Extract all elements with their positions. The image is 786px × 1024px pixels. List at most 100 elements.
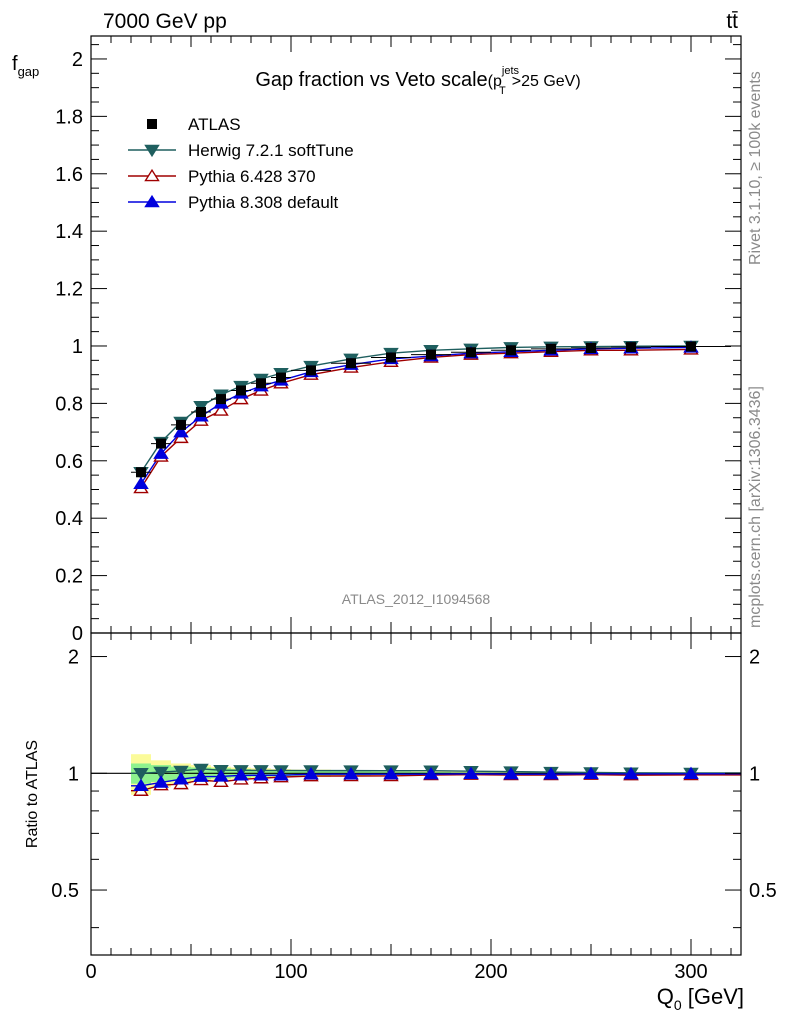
main-line-1 [140,348,692,489]
data-point [236,385,246,396]
legend-marker [144,168,160,182]
y-tick-label: 0 [72,623,83,645]
data-point [386,352,396,363]
ratio-series-2-point [583,766,599,780]
ratio-series-2-point [193,769,209,782]
ratio-tick-label: 1 [68,763,79,785]
y-axis-label: fgap [12,53,39,79]
x-tick-label: 200 [474,961,507,983]
y-tick-label: 1.8 [55,106,83,128]
legend-label: Herwig 7.2.1 softTune [188,141,354,160]
ratio-series-2-point [623,766,639,780]
ratio-series-2-point [253,768,269,781]
ratio-series-2-point [463,766,479,780]
ratio-series-2-point [683,766,699,780]
data-point [546,343,556,354]
data-point [626,342,636,353]
x-tick-label: 300 [674,961,707,983]
data-point [346,358,356,369]
legend-marker [147,119,157,129]
y-tick-label: 1.4 [55,221,83,243]
data-point [176,419,186,430]
y-label-main: f [12,53,18,75]
data-point [586,342,596,353]
ratio-series-2-point [173,772,189,785]
data-point [216,394,226,405]
ratio-frame [90,632,742,956]
x-tick-label: 0 [85,961,96,983]
y-tick-label: 1.2 [55,279,83,301]
main-series-lines [140,345,692,489]
title-paren-open: (p [488,73,502,90]
mcplots-label: mcplots.cern.ch [arXiv:1306.3436] [747,386,764,628]
series-2-point [173,424,189,438]
data-point [156,438,166,449]
ratio-tick-label-right: 1 [749,763,760,785]
data-point [686,341,696,352]
ratio-tick-label: 0.5 [51,880,79,902]
y-tick-label: 0.8 [55,393,83,415]
y-label-sub: gap [18,64,40,79]
rivet-label: Rivet 3.1.10, ≥ 100k events [747,71,764,265]
ratio-series-2-point [133,778,149,792]
ratio-axis-ticks: 0.5 0.5 1 1 2 2 0 100 200 300 [51,633,777,983]
ratio-series-2-point [213,769,229,782]
series-0-point [193,401,209,414]
ratio-series-2-point [503,766,519,780]
main-axis-ticks: 0 0.2 0.4 0.6 0.8 1 1.2 1.4 1.6 1.8 2 [55,36,741,645]
ratio-series-2-point [233,768,249,781]
data-point [466,347,476,358]
ratio-series-2-point [423,766,439,780]
ratio-series-0-point [173,765,189,779]
y-tick-label: 0.2 [55,566,83,588]
main-series-markers [131,340,731,494]
data-point [256,378,266,389]
data-point [196,406,206,417]
data-point [306,365,316,376]
ratio-tick-label-right: 2 [749,647,760,669]
ratio-tick-label-right: 0.5 [749,880,777,902]
ratio-series-2-point [543,766,559,780]
ratio-series-0-point [153,766,169,780]
legend: ATLAS Herwig 7.2.1 softTune Pythia 6.428 3… [128,115,354,212]
title-main: Gap fraction vs Veto scale [255,69,487,91]
ratio-series-2-point [273,768,289,781]
header-right: tt̄ [726,10,738,33]
series-1-point [213,403,229,416]
y-tick-label: 0.6 [55,451,83,473]
chart-title: Gap fraction vs Veto scale(pjets T >25 GeV… [255,65,580,97]
legend-marker [144,144,160,158]
title-sup: jets [501,65,520,77]
data-point [506,345,516,356]
legend-marker [144,194,160,208]
x-axis-label: Q0 [GeV] [657,984,744,1013]
ratio-series-2-point [343,767,359,780]
y-tick-label: 1 [72,336,83,358]
series-2-point [133,476,149,489]
y-tick-label: 1.6 [55,164,83,186]
ratio-series-markers [133,763,699,796]
data-point [136,467,146,478]
x-label-main: Q [657,984,674,1009]
header-left: 7000 GeV pp [103,10,227,33]
analysis-label: ATLAS_2012_I1094568 [342,591,491,607]
title-tail: >25 GeV) [512,73,581,90]
ratio-y-axis-label: Ratio to ATLAS [24,740,41,848]
title-sub: T [499,85,506,97]
ratio-series-2-point [383,766,399,780]
legend-label: Pythia 6.428 370 [188,167,316,186]
x-label-sub: 0 [674,997,682,1013]
legend-label: Pythia 8.308 default [188,193,339,212]
ratio-series-2-point [303,767,319,780]
ratio-tick-label: 2 [68,647,79,669]
data-point [426,349,436,360]
data-point [276,372,286,383]
series-2-point [153,446,169,459]
ratio-series-0-point [133,768,149,781]
y-tick-label: 2 [72,49,83,71]
legend-label: ATLAS [188,115,241,134]
y-tick-label: 0.4 [55,508,83,530]
ratio-series-2-point [153,775,169,788]
x-label-unit: [GeV] [682,984,744,1009]
